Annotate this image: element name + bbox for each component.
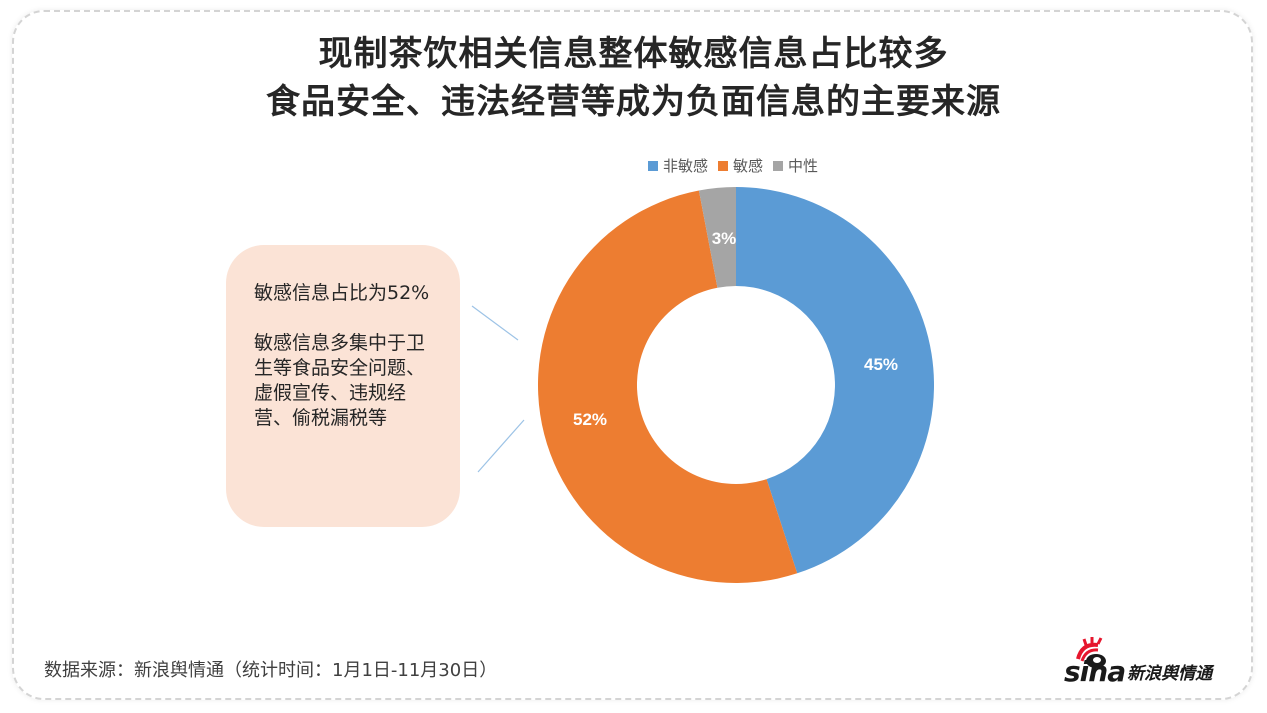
legend-item-neutral: 中性: [773, 155, 818, 176]
legend-swatch-neutral: [773, 160, 784, 171]
legend-label-sensitive: 敏感: [733, 157, 764, 175]
connector-line-upper: [471, 305, 519, 341]
label-sensitive: 52%: [573, 410, 607, 429]
title-line-1: 现制茶饮相关信息整体敏感信息占比较多: [318, 34, 949, 74]
legend-item-sensitive: 敏感: [718, 155, 763, 176]
legend-swatch-sensitive: [718, 160, 729, 171]
sina-logo: sina 新浪舆情通: [1064, 637, 1213, 687]
slice-neutral: [698, 187, 736, 288]
sina-eye-icon: [1076, 637, 1106, 668]
callout-paragraph-1: 敏感信息占比为52%: [254, 282, 430, 304]
connector-line-lower: [477, 419, 525, 473]
legend-swatch-non-sensitive: [648, 160, 658, 171]
callout-paragraph-2: 敏感信息多集中于卫生等食品安全问题、虚假宣传、违规经营、偷税漏税等: [254, 332, 426, 429]
label-neutral: 3%: [712, 229, 737, 248]
callout-box: 敏感信息占比为52% 敏感信息多集中于卫生等食品安全问题、虚假宣传、违规经营、偷…: [226, 245, 460, 527]
slice-sensitive: [537, 190, 798, 584]
chart-legend: 非敏感 敏感 中性: [648, 155, 822, 176]
card-frame: [12, 10, 1253, 700]
data-source-note: 数据来源：新浪舆情通（统计时间：1月1日-11月30日）: [44, 660, 498, 681]
legend-item-non-sensitive: 非敏感: [648, 155, 708, 176]
legend-label-neutral: 中性: [788, 157, 819, 175]
title-line-2: 食品安全、违法经营等成为负面信息的主要来源: [266, 82, 1001, 122]
sina-product-name: 新浪舆情通: [1127, 664, 1213, 684]
legend-label-non-sensitive: 非敏感: [663, 157, 709, 175]
chart-title: 现制茶饮相关信息整体敏感信息占比较多 食品安全、违法经营等成为负面信息的主要来源: [0, 30, 1267, 126]
slice-non-sensitive: [736, 186, 935, 574]
label-non-sensitive: 45%: [864, 355, 898, 374]
